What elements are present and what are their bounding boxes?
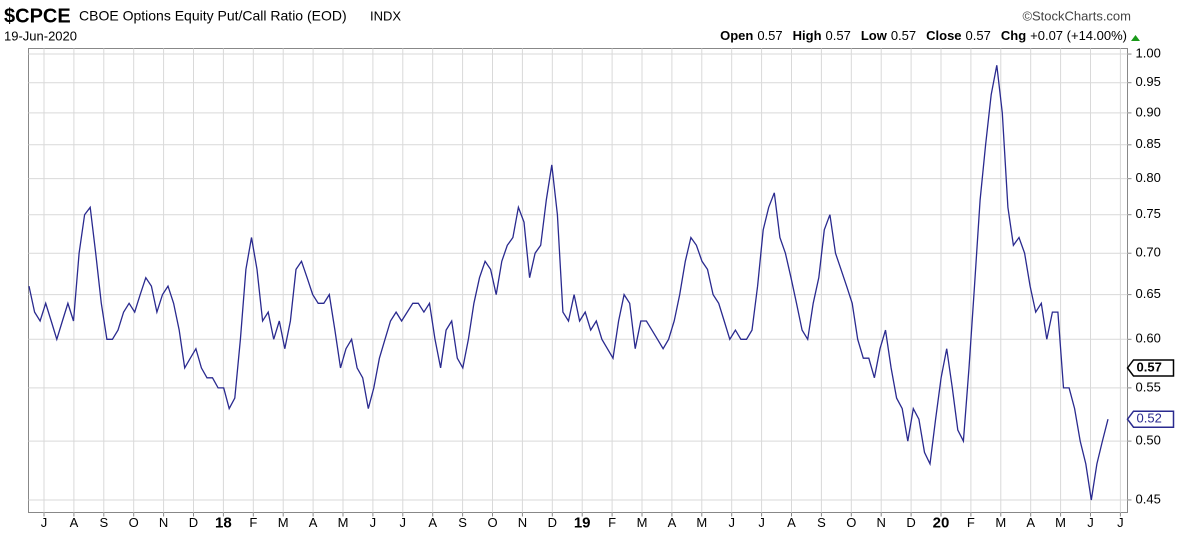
x-tick-label: J xyxy=(758,515,765,530)
price-tag xyxy=(1126,410,1175,428)
chart-title: CBOE Options Equity Put/Call Ratio (EOD) xyxy=(79,8,347,24)
quote-name: Low xyxy=(861,28,888,43)
y-tick-label: 0.65 xyxy=(1136,286,1161,301)
x-tick-label: N xyxy=(159,515,168,530)
y-tick-label: 0.75 xyxy=(1136,206,1161,221)
x-tick-label: S xyxy=(99,515,108,530)
y-tick-label: 0.70 xyxy=(1136,245,1161,260)
x-tick-label: A xyxy=(1026,515,1035,530)
x-tick-label: J xyxy=(1117,515,1124,530)
y-tick-label: 0.55 xyxy=(1136,379,1161,394)
quote-name: Open xyxy=(720,28,753,43)
y-tick-label: 1.00 xyxy=(1136,45,1161,60)
x-tick-label: J xyxy=(1087,515,1094,530)
x-tick-label: D xyxy=(548,515,557,530)
price-tag-label: 0.52 xyxy=(1137,411,1162,426)
x-tick-label: D xyxy=(189,515,198,530)
x-tick-label: O xyxy=(846,515,856,530)
x-tick-label: J xyxy=(400,515,407,530)
x-tick-label: F xyxy=(967,515,975,530)
price-tag xyxy=(1126,359,1175,377)
date: 19-Jun-2020 xyxy=(4,28,77,43)
y-tick-label: 0.90 xyxy=(1136,104,1161,119)
y-tick-label: 0.80 xyxy=(1136,170,1161,185)
x-tick-label: O xyxy=(129,515,139,530)
price-tag-label: 0.57 xyxy=(1137,359,1162,374)
quote-value: 0.57 xyxy=(891,28,916,43)
x-tick-label: J xyxy=(41,515,48,530)
x-tick-label: 20 xyxy=(933,514,950,531)
x-tick-label: 19 xyxy=(574,514,591,531)
x-tick-label: A xyxy=(428,515,437,530)
quote-name: Close xyxy=(926,28,961,43)
source: ©StockCharts.com xyxy=(1022,8,1131,23)
quote: Open 0.57 High 0.57 Low 0.57 Close 0.57 Chg +0.07… xyxy=(720,28,1127,43)
x-tick-label: M xyxy=(278,515,289,530)
y-tick-label: 0.60 xyxy=(1136,331,1161,346)
x-tick-label: J xyxy=(728,515,735,530)
x-tick-label: M xyxy=(1055,515,1066,530)
x-tick-label: M xyxy=(637,515,648,530)
y-tick-label: 0.85 xyxy=(1136,136,1161,151)
x-tick-label: F xyxy=(249,515,257,530)
x-tick-label: M xyxy=(995,515,1006,530)
up-arrow xyxy=(1131,35,1140,41)
quote-value: +0.07 (+14.00%) xyxy=(1030,28,1127,43)
exchange: INDX xyxy=(370,8,401,23)
price-line xyxy=(28,65,1109,501)
x-tick-label: N xyxy=(877,515,886,530)
x-tick-label: A xyxy=(787,515,796,530)
quote-value: 0.57 xyxy=(826,28,851,43)
x-tick-label: A xyxy=(668,515,677,530)
x-tick-label: A xyxy=(70,515,79,530)
x-tick-label: F xyxy=(608,515,616,530)
symbol: $CPCE xyxy=(4,5,71,27)
x-tick-label: D xyxy=(906,515,915,530)
y-tick-label: 0.45 xyxy=(1136,491,1161,506)
x-tick-label: O xyxy=(487,515,497,530)
y-tick-label: 0.50 xyxy=(1136,433,1161,448)
x-tick-label: N xyxy=(518,515,527,530)
x-tick-label: S xyxy=(458,515,467,530)
quote-value: 0.57 xyxy=(966,28,991,43)
x-tick-label: M xyxy=(696,515,707,530)
plot-frame xyxy=(28,48,1128,513)
x-tick-label: A xyxy=(309,515,318,530)
x-tick-label: S xyxy=(817,515,826,530)
quote-name: Chg xyxy=(1001,28,1026,43)
x-tick-label: 18 xyxy=(215,514,232,531)
x-tick-label: M xyxy=(338,515,349,530)
x-tick-label: J xyxy=(370,515,377,530)
y-tick-label: 0.95 xyxy=(1136,74,1161,89)
quote-value: 0.57 xyxy=(757,28,782,43)
quote-name: High xyxy=(793,28,822,43)
